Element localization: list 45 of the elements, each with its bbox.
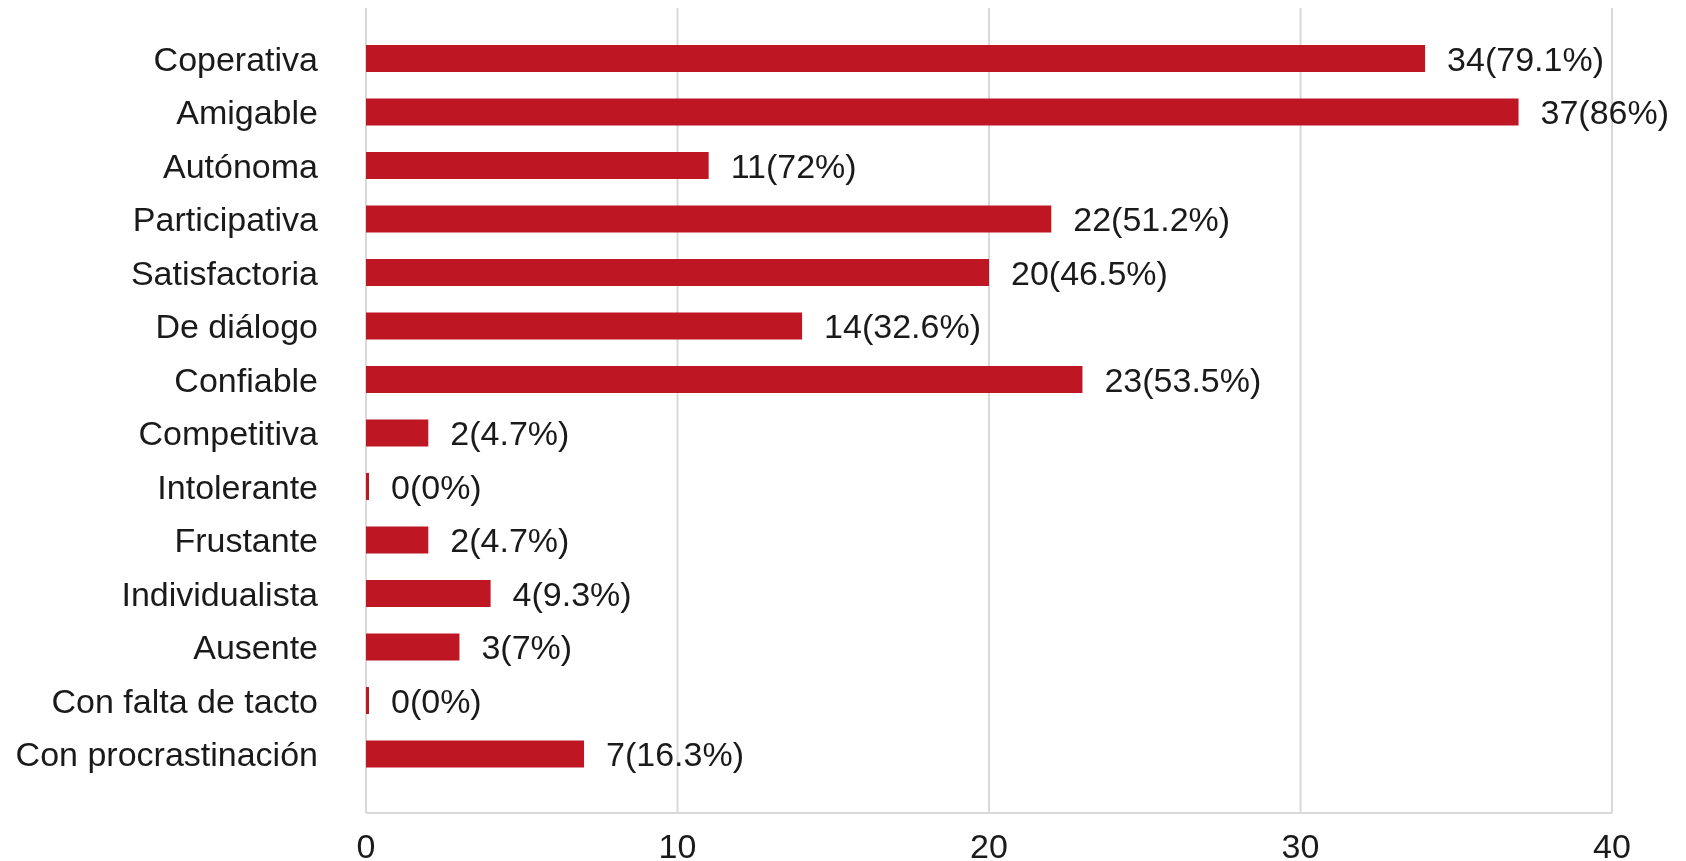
- y-tick-label: Satisfactoria: [130, 253, 319, 292]
- data-label: 2(4.7%): [450, 521, 570, 559]
- bar: [366, 419, 429, 447]
- data-label: 14(32.6%): [824, 307, 981, 345]
- y-tick-label: Competitiva: [138, 414, 319, 453]
- y-tick-label: Con falta de tacto: [51, 681, 318, 720]
- y-tick-label: Confiable: [174, 360, 318, 399]
- x-tick-label: 10: [658, 827, 697, 861]
- data-label: 34(79.1%): [1447, 39, 1604, 78]
- data-label: 22(51.2%): [1073, 200, 1231, 238]
- bar: [366, 45, 1426, 72]
- data-label: 3(7%): [481, 628, 573, 666]
- y-tick-label: Coperativa: [153, 39, 319, 78]
- y-tick-label: Autónoma: [163, 146, 319, 185]
- x-tick-label: 0: [356, 827, 376, 861]
- y-tick-label: Intolerante: [157, 467, 318, 506]
- bar: [366, 526, 429, 554]
- bar: [366, 580, 491, 607]
- y-tick-label: Individualista: [121, 574, 319, 613]
- bar: [366, 259, 989, 286]
- bar: [366, 740, 585, 768]
- x-tick-label: 20: [970, 827, 1008, 861]
- bar: [366, 205, 1052, 233]
- x-tick-label: 30: [1281, 827, 1320, 861]
- data-label: 2(4.7%): [450, 414, 570, 452]
- data-label: 37(86%): [1540, 93, 1670, 131]
- data-label: 0(0%): [391, 681, 482, 720]
- data-label: 7(16.3%): [606, 735, 745, 773]
- bar: [366, 633, 460, 661]
- data-label: 23(53.5%): [1104, 360, 1262, 399]
- y-tick-label: Amigable: [176, 93, 318, 132]
- bar: [366, 366, 1083, 393]
- data-label: 0(0%): [391, 467, 482, 506]
- y-tick-label: De diálogo: [155, 307, 318, 346]
- data-label: 20(46.5%): [1011, 253, 1168, 292]
- bar: [366, 312, 803, 340]
- data-label: 4(9.3%): [512, 574, 632, 613]
- y-tick-label: Frustante: [174, 521, 318, 560]
- data-label: 11(72%): [730, 146, 857, 185]
- y-tick-label: Participativa: [132, 200, 319, 239]
- bar: [366, 98, 1519, 126]
- y-tick-label: Ausente: [193, 628, 318, 667]
- x-tick-label: 40: [1593, 827, 1631, 861]
- bar: [366, 152, 709, 179]
- y-tick-label: Con procrastinación: [15, 735, 318, 774]
